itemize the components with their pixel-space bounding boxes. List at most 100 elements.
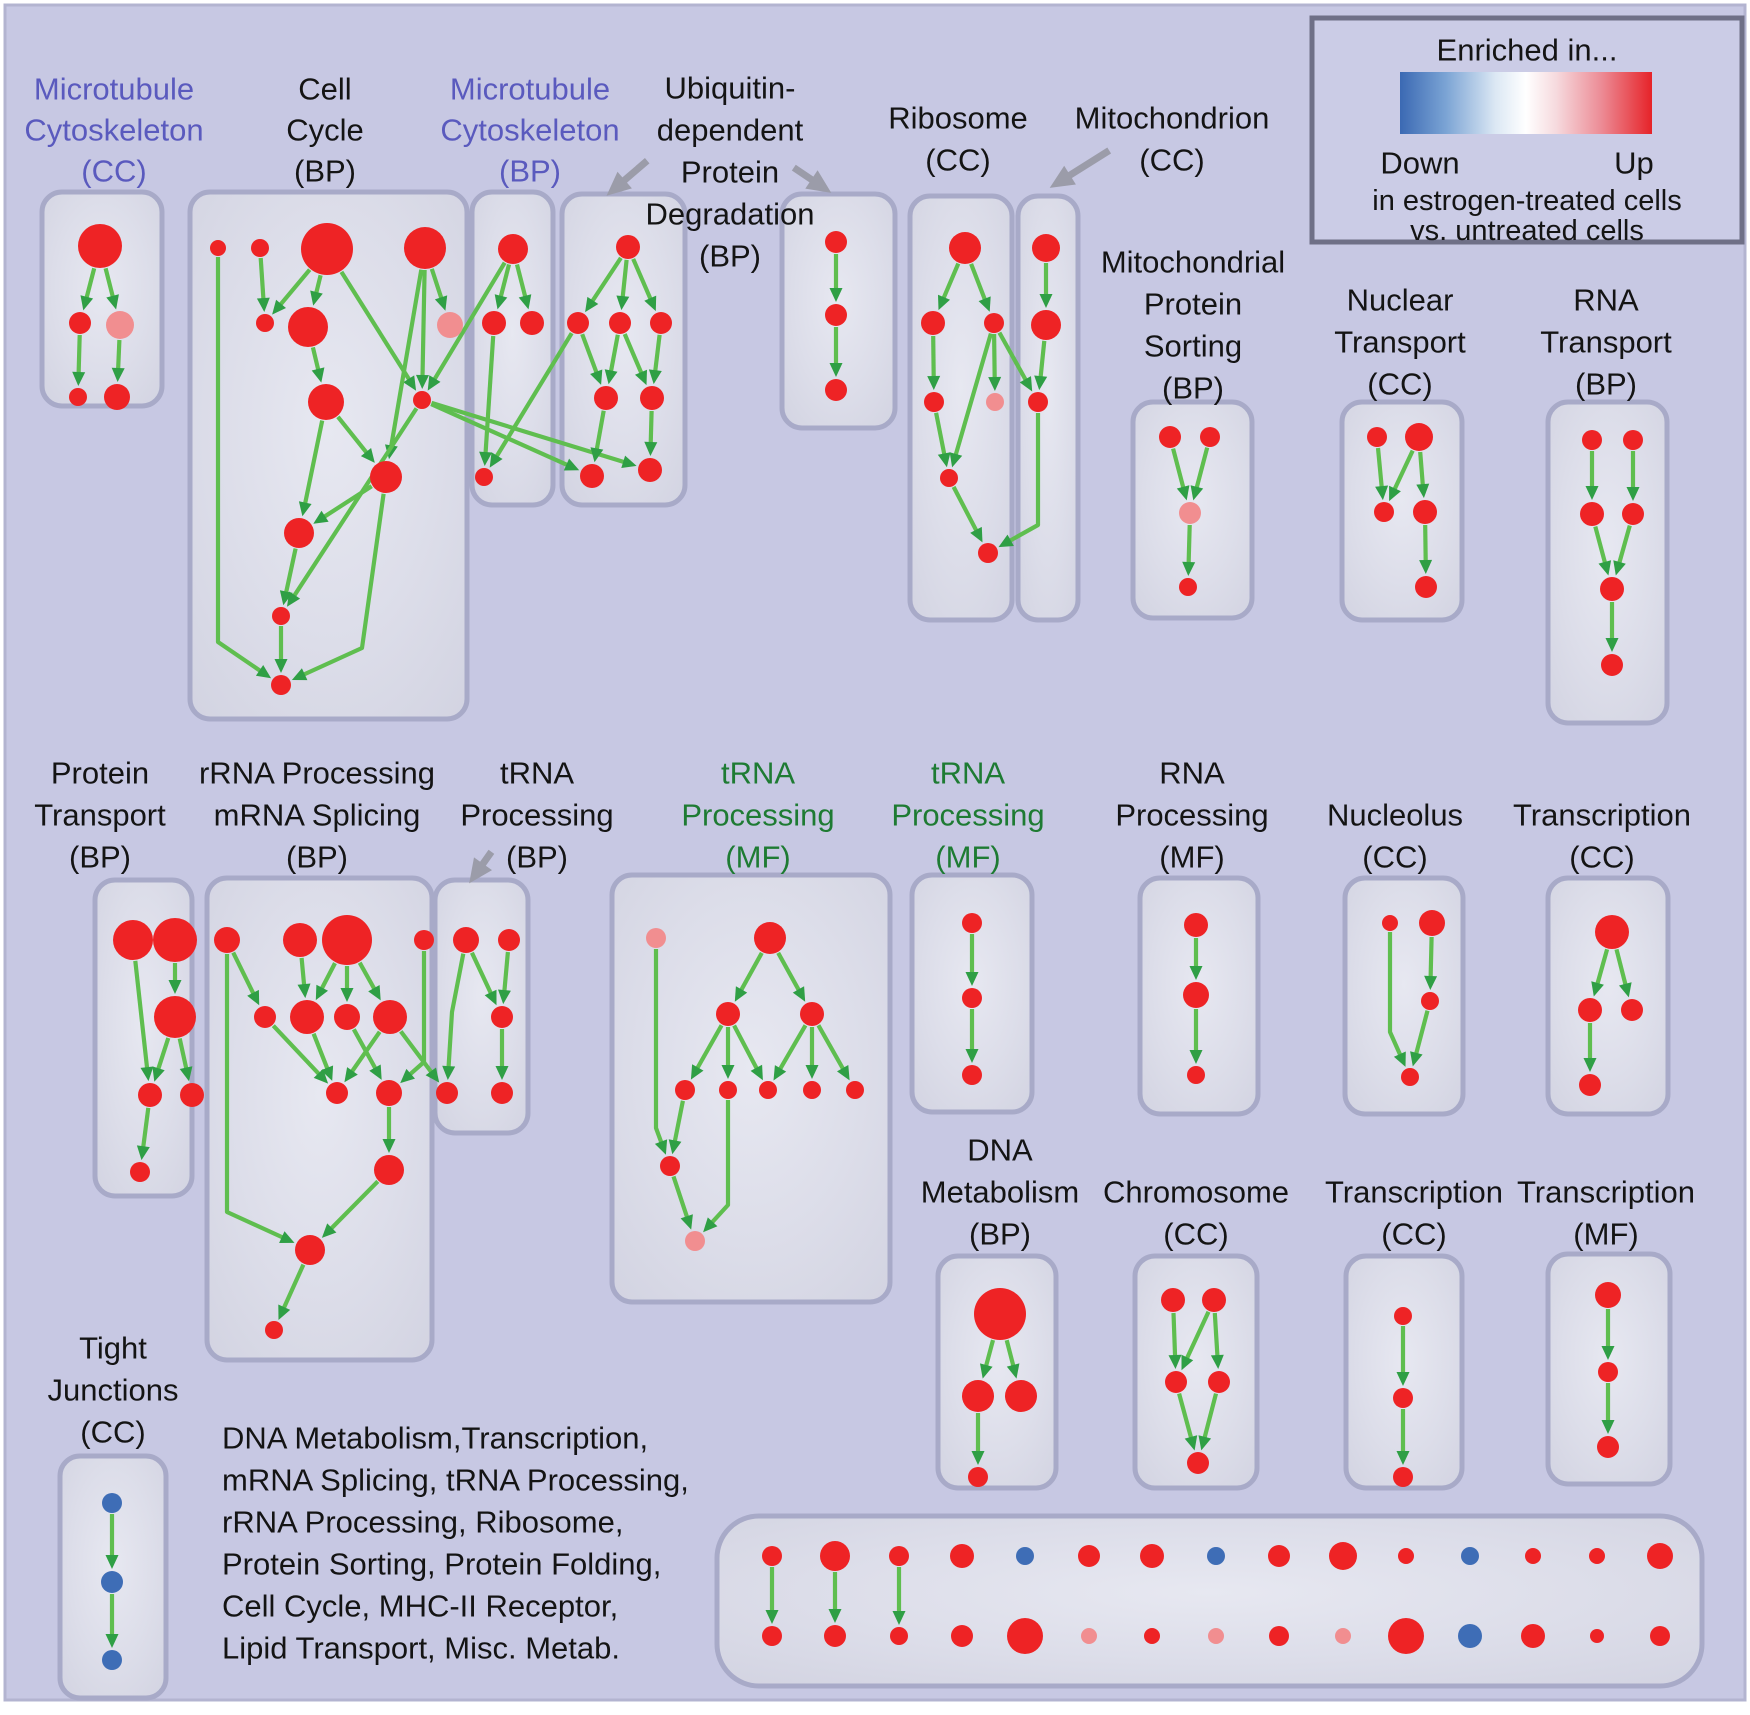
gene-node-cc.d-red [404, 227, 446, 269]
edge-cc.h-to-cc.j [336, 415, 369, 455]
cluster-label-rna-processing-mf-line3: (MF) [1159, 840, 1224, 875]
gene-node-pt.f-red [130, 1162, 150, 1182]
cluster-label-ubiquitin-dependent-protein-degradation-bp-line2: dependent [657, 113, 804, 148]
gene-node-rib.l2-red [924, 392, 944, 412]
edge-pt.d-to-pt.f-arrowhead-icon [136, 1145, 150, 1161]
legend-up-label: Up [1614, 146, 1654, 181]
gene-node-rr.m-red [265, 1321, 283, 1339]
edge-rr.c-to-rr.g-arrowhead-icon [340, 988, 354, 1002]
gene-node-rt.f-red [1601, 654, 1623, 676]
cluster-label-trna-processing-mf-2-line1: tRNA [931, 756, 1005, 791]
edge-cc.c-to-cc.i [339, 270, 412, 382]
edge-nu.c-to-nu.d-arrowhead-icon [1410, 1051, 1423, 1067]
cluster-label-nuclear-transport-cc-line1: Nuclear [1347, 283, 1454, 318]
edge-ch.c-to-ch.e [1177, 1393, 1194, 1440]
gene-node-tm.r-red [800, 1002, 824, 1026]
edge-rr.c-to-rr.f [319, 962, 337, 991]
edge-mtbp.t-to-cc.i-arrowhead-icon [427, 375, 441, 391]
pointer-trna-bp [478, 849, 495, 868]
edge-ch.a-to-ch.c [1171, 1312, 1178, 1358]
gene-node-nu.a-red [1382, 915, 1398, 931]
cluster-label-chromosome-cc-line1: Chromosome [1103, 1175, 1289, 1210]
gene-node-pt.c-red [154, 996, 196, 1038]
cluster-label-protein-transport-bp-line3: (BP) [69, 840, 131, 875]
edge-cc.d-to-cc.i [420, 269, 427, 378]
edge-rib.t-to-rib.l1 [941, 262, 961, 300]
edge-tm.l-to-tm.r1 [694, 1024, 724, 1071]
gene-node-cc.j-red [370, 461, 402, 493]
gene-node-cc.k-red [284, 518, 314, 548]
edge-ubc.r1-to-mtbp.b [494, 332, 574, 459]
edge-rp.a-to-rp.b-arrowhead-icon [1189, 966, 1203, 980]
legend-title: Enriched in... [1437, 33, 1618, 68]
cluster-label-mitochondrial-protein-sorting-bp-line4: (BP) [1162, 371, 1224, 406]
gene-node-rp.c-red [1187, 1066, 1205, 1084]
grid-node-bottom-col9-red [1269, 1626, 1289, 1646]
edge-nu.c-to-nu.d [1413, 1010, 1430, 1056]
gene-node-rib.b-red [978, 543, 998, 563]
cluster-box-rr [204, 875, 435, 1363]
gene-node-ubc.r6-red [640, 386, 664, 410]
edge-rp.b-to-rp.c-arrowhead-icon [1189, 1050, 1203, 1064]
edge-tm.q-to-tm.p2 [671, 1175, 690, 1219]
edge-tc1.a-to-tc1.b-arrowhead-icon [1591, 981, 1604, 997]
edge-mtbp.c1-to-mtbp.b [483, 335, 496, 455]
gene-node-cc.h-red [308, 384, 344, 420]
edge-cc.f-to-cc.h-arrowhead-icon [311, 367, 325, 383]
gene-node-ch.b-red [1202, 1288, 1226, 1312]
edge-tm2.a-to-tm2.b-arrowhead-icon [965, 972, 979, 986]
edge-rr.c-to-rr.h-arrowhead-icon [368, 985, 381, 1001]
gene-node-tm2.a-red [962, 913, 982, 933]
edge-rr.e-to-rr.i [271, 1024, 322, 1077]
cluster-label-trna-processing-mf-1-line3: (MF) [725, 840, 790, 875]
pointer-ubiquitin-left [620, 158, 650, 184]
cluster-label-transcription-mf-line2: (MF) [1573, 1217, 1638, 1252]
edge-tc1.a-to-tc1.b [1595, 948, 1610, 986]
edge-nu.a-to-nu.d-arrowhead-icon [1393, 1051, 1406, 1067]
edge-cc.h-to-cc.k [302, 420, 325, 506]
edge-ch.d-to-ch.e-arrowhead-icon [1198, 1435, 1212, 1451]
edge-tm.t-to-tm.l [738, 951, 764, 993]
cluster-label-transcription-cc-bottom-line2: (CC) [1381, 1217, 1446, 1252]
gene-node-rr.f-red [290, 1000, 324, 1034]
gene-node-rt.e-red [1600, 577, 1624, 601]
pointer-trna-bp-arrowhead-icon [469, 857, 492, 884]
gene-node-tc1.c-red [1621, 999, 1643, 1021]
grid-edge-col2-arrowhead-icon [828, 1609, 842, 1623]
grid-node-bottom-col4-red [951, 1625, 973, 1647]
cluster-label-rrna-processing-mrna-splicing-bp-line1: rRNA Processing [199, 756, 435, 791]
edge-rib.r1-to-mit.b-arrowhead-icon [1019, 376, 1033, 392]
grid-node-top-col9-red [1268, 1545, 1290, 1567]
edge-rib.t-to-rib.l1-arrowhead-icon [938, 294, 950, 311]
edge-pt.b-to-pt.c-arrowhead-icon [168, 980, 182, 994]
grid-node-bottom-col13-red [1521, 1624, 1545, 1648]
cluster-label-rna-processing-mf-line1: RNA [1159, 756, 1225, 791]
cluster-label-transcription-mf-line1: Transcription [1517, 1175, 1695, 1210]
gene-node-rt.c-red [1580, 502, 1604, 526]
gene-node-tmf.b-red [1598, 1362, 1618, 1382]
edge-rr.a-to-rr.e [231, 951, 256, 996]
note-text-line1: DNA Metabolism,Transcription, [222, 1421, 648, 1456]
gene-node-nu.b-red [1419, 910, 1445, 936]
edge-ubc.r0-to-ubc.r1-arrowhead-icon [585, 296, 599, 313]
edge-rr.h-to-tb.d-arrowhead-icon [425, 1067, 440, 1083]
grid-node-bottom-col12-blue [1458, 1624, 1482, 1648]
cluster-label-tight-junctions-cc-line3: (CC) [80, 1415, 145, 1450]
edge-mps.3-to-mps.4 [1186, 524, 1192, 565]
gene-node-mtcc.4-red [69, 388, 87, 406]
edge-ch.c-to-ch.e-arrowhead-icon [1184, 1435, 1198, 1451]
cluster-label-mitochondrion-cc-line2: (CC) [1139, 143, 1204, 178]
gene-node-tb.e-red [491, 1082, 513, 1104]
legend-down-label: Down [1380, 146, 1459, 181]
gene-node-tc1.d-red [1579, 1074, 1601, 1096]
edge-ubc.r1-to-ubc.r5-arrowhead-icon [590, 369, 603, 385]
gene-node-mps.1-red [1159, 426, 1181, 448]
edge-mtbp.c1-to-mtbp.b-arrowhead-icon [479, 451, 493, 466]
grid-node-top-col15-red [1647, 1543, 1673, 1569]
cluster-box-mit [1015, 193, 1081, 623]
edge-tmf.a-to-tmf.b-arrowhead-icon [1601, 1346, 1615, 1360]
gene-node-mps.2-red [1200, 427, 1220, 447]
grid-node-bottom-col14-red [1590, 1629, 1604, 1643]
edge-tb.c-to-tb.e-arrowhead-icon [495, 1066, 509, 1080]
edge-rr.c-to-rr.h [357, 961, 377, 991]
